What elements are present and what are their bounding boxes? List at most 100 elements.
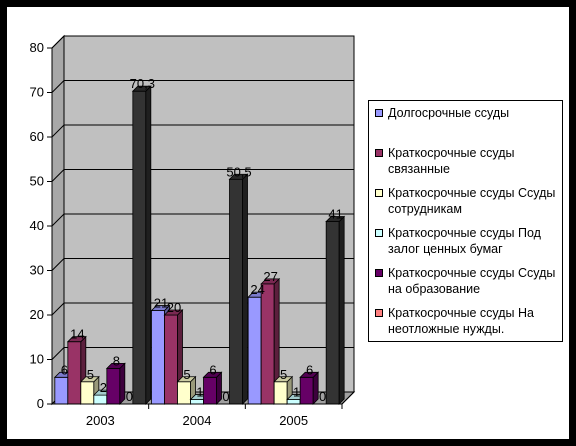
bar-side [145, 85, 152, 405]
data-label: 70,3 [130, 76, 155, 91]
gridline [51, 213, 354, 227]
data-label: 24 [250, 282, 264, 297]
y-tick-label: 60 [30, 129, 44, 144]
bar [66, 335, 87, 405]
bar [202, 371, 223, 405]
legend: Долгосрочные ссуды Краткосрочные ссуды св… [368, 100, 563, 342]
y-tick-label: 10 [30, 352, 44, 367]
x-tick-label: 2003 [86, 413, 115, 428]
bar-top [260, 278, 281, 285]
data-label: 6 [209, 362, 216, 377]
data-label: 27 [263, 269, 277, 284]
bar-top [150, 305, 171, 311]
legend-swatch [375, 309, 383, 317]
legend-label: Краткосрочные ссуды Ссуды сотрудникам [388, 186, 556, 216]
gridline [51, 80, 354, 93]
bar-front [190, 399, 204, 405]
bar-front [164, 314, 178, 405]
bar-front [247, 296, 262, 405]
bar [131, 85, 152, 405]
y-tick-label: 70 [30, 85, 44, 100]
bar-front [229, 178, 243, 405]
plot-walls [50, 34, 356, 406]
bar-front [93, 394, 108, 405]
y-tick-label: 50 [30, 174, 44, 189]
data-label: 0 [126, 389, 133, 404]
bar-front [325, 221, 340, 405]
y-tick-label: 40 [30, 218, 44, 233]
bar-front [177, 381, 191, 405]
data-label: 6 [61, 362, 68, 377]
gridline [51, 35, 354, 49]
data-label: 6 [306, 362, 313, 377]
y-tick-label: 0 [37, 396, 44, 411]
legend-swatch [375, 269, 383, 277]
bar-front [260, 283, 275, 405]
bar-top [131, 85, 152, 92]
bar [105, 362, 126, 405]
y-tick-label: 30 [30, 263, 44, 278]
axes [47, 47, 355, 409]
data-label: 1 [196, 385, 203, 400]
legend-swatch [375, 189, 383, 197]
bar-side [338, 215, 345, 405]
gridline [51, 124, 354, 138]
data-label: 5 [183, 367, 190, 382]
bar [228, 173, 249, 405]
y-tick-label: 20 [30, 307, 44, 322]
x-tick-label: 2004 [183, 413, 212, 428]
bar-side [119, 362, 126, 405]
bar-top [228, 173, 249, 180]
data-label: 20 [167, 300, 181, 315]
data-label: 2 [100, 380, 107, 395]
x-axis-depth [341, 391, 355, 405]
data-label: 1 [293, 385, 300, 400]
bar-front [273, 381, 288, 405]
data-label: 50,5 [226, 164, 251, 179]
bar-top [299, 371, 320, 378]
bar-top [273, 376, 294, 383]
data-label: 41 [328, 207, 342, 222]
bar-top [176, 376, 197, 383]
bar-top [66, 336, 87, 343]
bar-front [203, 376, 217, 405]
bar-side [242, 173, 248, 405]
legend-swatch [375, 109, 383, 117]
legend-label: Краткосрочные ссуды Ссуды на образование [388, 266, 556, 296]
bar-front [286, 399, 301, 405]
bar-front [54, 376, 69, 405]
bar-front [80, 381, 95, 405]
gridline [51, 258, 354, 271]
legend-label: Краткосрочные ссуды связанные [388, 146, 515, 176]
data-label: 0 [319, 389, 326, 404]
bar-top [202, 371, 223, 378]
bar [299, 371, 320, 405]
bar-front [299, 376, 314, 405]
x-tick-label: 2005 [279, 413, 308, 428]
legend-label: Краткосрочные ссуды На неотложные нужды. [388, 306, 534, 336]
bar-top [325, 216, 346, 222]
y-tick-label: 80 [30, 40, 44, 55]
legend-swatch [375, 229, 383, 237]
data-label: 8 [113, 353, 120, 368]
data-label: 5 [280, 367, 287, 382]
data-label: 14 [70, 327, 84, 342]
bar [325, 215, 346, 405]
legend-label: Долгосрочные ссуды [388, 106, 510, 120]
bar-top [79, 376, 100, 383]
legend-label: Краткосрочные ссуды Под залог ценных бум… [388, 226, 541, 256]
data-label: 21 [154, 296, 168, 311]
bar-front [151, 310, 165, 405]
bar [260, 277, 281, 405]
gridline [51, 169, 354, 182]
data-label: 0 [222, 389, 229, 404]
bar-top [163, 309, 184, 316]
bar-front [67, 341, 82, 405]
bar [176, 375, 197, 405]
bar-front [132, 90, 147, 405]
legend-swatch [375, 149, 383, 157]
data-label: 5 [87, 367, 94, 382]
